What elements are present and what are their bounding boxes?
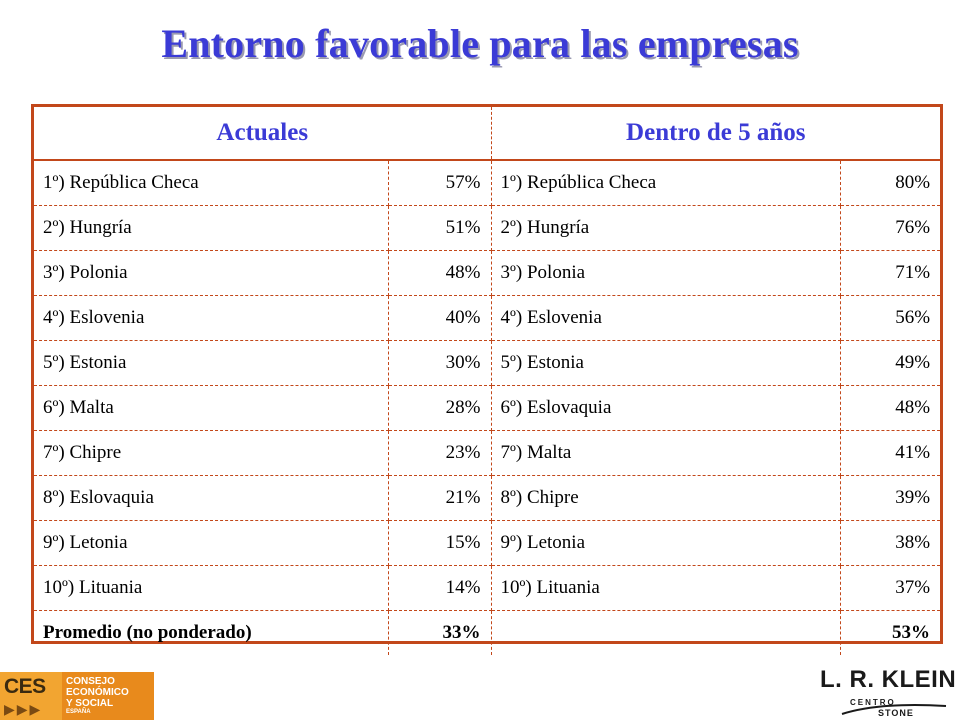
actuales-percent: 57% (388, 160, 492, 206)
table-row: 3º) Polonia 48% 3º) Polonia 71% (34, 250, 941, 296)
table-header-row: Actuales Dentro de 5 años (34, 107, 941, 161)
ces-logo-line: Y SOCIAL (66, 698, 114, 709)
actuales-percent: 15% (388, 520, 492, 566)
actuales-percent: 48% (388, 250, 492, 296)
futuro-country: 2º) Hungría (491, 205, 841, 251)
ces-logo-mark: CES (4, 675, 46, 698)
page-title: Entorno favorable para las empresas (161, 21, 799, 66)
actuales-country: 5º) Estonia (34, 340, 389, 386)
klein-logo-sub2: STONE (878, 708, 914, 718)
futuro-country: 1º) República Checa (491, 160, 841, 206)
futuro-percent: 39% (840, 475, 941, 521)
actuales-percent: 51% (388, 205, 492, 251)
klein-logo-main: L. R. KLEIN (820, 666, 957, 693)
average-label: Promedio (no ponderado) (34, 610, 389, 655)
futuro-percent: 49% (840, 340, 941, 386)
futuro-percent: 56% (840, 295, 941, 341)
futuro-average-percent: 53% (892, 622, 931, 643)
futuro-percent: 48% (840, 385, 941, 431)
table-row: 2º) Hungría 51% 2º) Hungría 76% (34, 205, 941, 251)
futuro-country: 10º) Lituania (491, 565, 841, 611)
futuro-country: 4º) Eslovenia (491, 295, 841, 341)
actuales-country: 10º) Lituania (34, 565, 389, 611)
actuales-percent: 21% (388, 475, 492, 521)
actuales-percent: 23% (388, 430, 492, 476)
actuales-average-percent: 33% (388, 610, 492, 655)
ces-arrows-icon: ▶▶▶ (4, 702, 43, 718)
ranking-table: Actuales Dentro de 5 años 1º) República … (31, 104, 943, 655)
futuro-country: 7º) Malta (491, 430, 841, 476)
table-row: 4º) Eslovenia 40% 4º) Eslovenia 56% (34, 295, 941, 341)
actuales-country: 3º) Polonia (34, 250, 389, 296)
actuales-country: 8º) Eslovaquia (34, 475, 389, 521)
ces-logo: CES ▶▶▶ CONSEJO ECONÓMICO Y SOCIAL ESPAÑ… (0, 672, 154, 720)
header-actuales: Actuales (34, 107, 492, 161)
ces-logo-text: CONSEJO ECONÓMICO Y SOCIAL ESPAÑA (62, 672, 129, 720)
actuales-country: 7º) Chipre (34, 430, 389, 476)
actuales-country: 1º) República Checa (34, 160, 389, 206)
futuro-percent: 80% (840, 160, 941, 206)
futuro-percent: 38% (840, 520, 941, 566)
futuro-country: 5º) Estonia (491, 340, 841, 386)
futuro-country: 8º) Chipre (491, 475, 841, 521)
futuro-average-label (491, 610, 841, 655)
ces-logo-line: CONSEJO (66, 676, 115, 687)
klein-logo-sub: CENTRO (850, 698, 896, 707)
klein-swoosh-icon (841, 704, 947, 715)
average-row: Promedio (no ponderado) 33% 53% (34, 610, 940, 655)
ranking-table-grid: Actuales Dentro de 5 años 1º) República … (34, 107, 941, 655)
table-row: 9º) Letonia 15% 9º) Letonia 38% (34, 520, 941, 566)
table-row: 6º) Malta 28% 6º) Eslovaquia 48% (34, 385, 941, 431)
ces-logo-line: ECONÓMICO (66, 687, 129, 698)
futuro-country: 9º) Letonia (491, 520, 841, 566)
table-row: 5º) Estonia 30% 5º) Estonia 49% (34, 340, 941, 386)
actuales-country: 2º) Hungría (34, 205, 389, 251)
actuales-percent: 40% (388, 295, 492, 341)
futuro-percent: 71% (840, 250, 941, 296)
table-row: 8º) Eslovaquia 21% 8º) Chipre 39% (34, 475, 941, 521)
futuro-country: 6º) Eslovaquia (491, 385, 841, 431)
ces-logo-line: ESPAÑA (66, 709, 91, 715)
actuales-country: 6º) Malta (34, 385, 389, 431)
actuales-percent: 14% (388, 565, 492, 611)
actuales-country: 9º) Letonia (34, 520, 389, 566)
futuro-percent: 41% (840, 430, 941, 476)
actuales-percent: 28% (388, 385, 492, 431)
futuro-percent: 76% (840, 205, 941, 251)
table-row: 1º) República Checa 57% 1º) República Chec… (34, 160, 941, 206)
actuales-country: 4º) Eslovenia (34, 295, 389, 341)
header-dentro-de-5-anos: Dentro de 5 años (491, 107, 941, 161)
futuro-country: 3º) Polonia (491, 250, 841, 296)
klein-logo: L. R. KLEIN CENTRO STONE (820, 664, 960, 720)
actuales-percent: 30% (388, 340, 492, 386)
table-row: 7º) Chipre 23% 7º) Malta 41% (34, 430, 941, 476)
futuro-percent: 37% (840, 565, 941, 611)
ces-logo-mark-area: CES ▶▶▶ (0, 672, 62, 720)
table-body: 1º) República Checa 57% 1º) República Chec… (34, 160, 941, 655)
table-row: 10º) Lituania 14% 10º) Lituania 37% (34, 565, 941, 611)
